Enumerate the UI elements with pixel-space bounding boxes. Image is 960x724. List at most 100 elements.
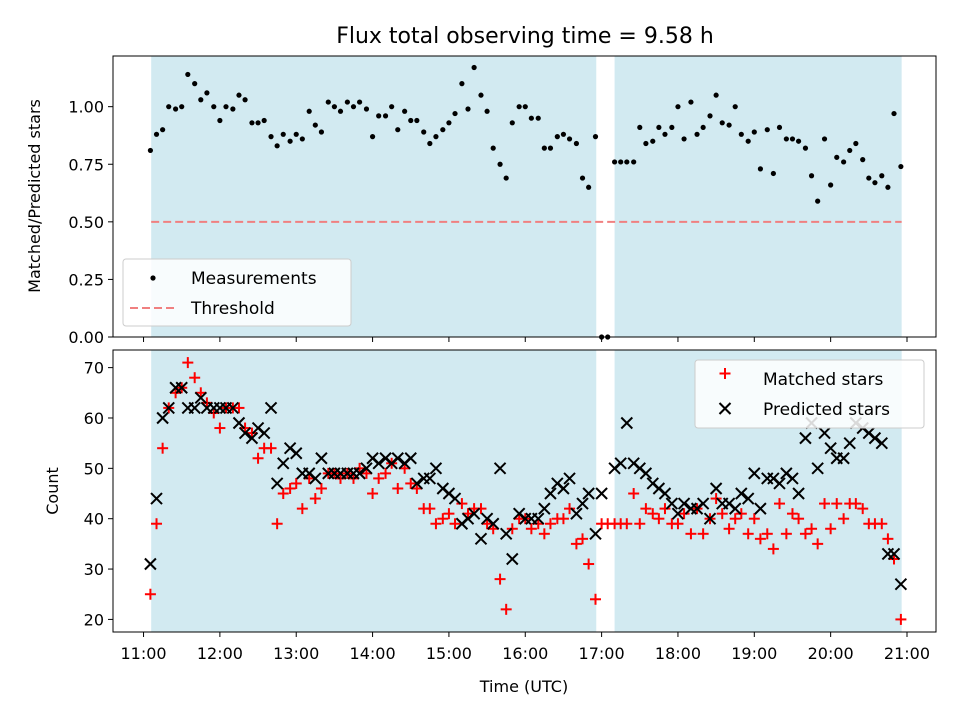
predicted-star-point	[391, 452, 404, 465]
measurement-point	[331, 104, 338, 110]
matched-star-point	[277, 488, 289, 500]
measurement-point	[860, 157, 866, 163]
predicted-marker-b	[391, 452, 404, 465]
predicted-star-point	[614, 457, 627, 470]
count-y-tick-label: 60	[84, 409, 104, 428]
predicted-marker-b	[843, 436, 856, 450]
matched-star-point	[831, 498, 843, 510]
measurement-point	[586, 184, 592, 190]
measurement-point	[802, 145, 809, 151]
measurement-point	[236, 92, 242, 98]
matched-star-point	[456, 498, 468, 510]
predicted-star-point	[843, 436, 856, 450]
predicted-marker-b	[150, 492, 163, 505]
legend-threshold-label: Threshold	[190, 299, 275, 319]
matched-star-point	[309, 493, 321, 505]
predicted-marker-b	[665, 497, 679, 510]
predicted-marker-b	[582, 487, 595, 500]
measurement-point	[808, 173, 815, 179]
predicted-star-point	[423, 472, 437, 485]
measurement-point	[847, 147, 853, 154]
measurement-point	[337, 108, 344, 114]
count-x-ticks: 11:00 12:00 13:00 14:00 15:00 16:00 17:00 18:00…	[120, 632, 930, 663]
measurement-point	[427, 140, 433, 147]
measurement-point	[662, 131, 668, 137]
matched-star-point	[672, 518, 684, 530]
matched-star-point	[380, 467, 392, 479]
predicted-marker-b	[722, 497, 736, 510]
ratio-legend: Measurements Threshold	[122, 258, 352, 327]
predicted-marker-b	[767, 472, 780, 485]
predicted-star-point	[538, 502, 551, 515]
measurement-point	[566, 136, 573, 142]
predicted-marker-b	[837, 452, 850, 465]
measurement-point	[795, 138, 802, 144]
predicted-star-point	[532, 512, 545, 525]
measurement-point	[841, 159, 847, 165]
matched-star-point	[494, 573, 506, 585]
measurement-point	[898, 163, 904, 170]
predicted-marker-b	[646, 477, 659, 490]
predicted-marker-b	[423, 472, 437, 485]
predicted-star-point	[786, 472, 799, 485]
matched-star-point	[876, 518, 888, 530]
ratio-y-tick-label: 0.50	[68, 213, 104, 232]
measurement-point	[560, 131, 567, 137]
predicted-star-point	[595, 487, 608, 500]
measurement-point	[579, 175, 586, 181]
predicted-marker-b	[538, 502, 551, 515]
matched-star-point	[544, 518, 556, 530]
predicted-marker-b	[366, 452, 379, 465]
ratio-axes-frame	[112, 55, 937, 338]
predicted-star-point	[748, 467, 761, 480]
matched-star-point	[449, 518, 461, 530]
predicted-star-point	[238, 426, 252, 440]
predicted-star-point	[671, 507, 685, 520]
predicted-marker-b	[238, 426, 252, 440]
predicted-star-point	[448, 492, 462, 505]
measurement-point	[255, 120, 261, 126]
predicted-star-point	[144, 557, 157, 571]
measurement-point	[726, 122, 732, 128]
measurement-point	[382, 113, 389, 119]
predicted-marker-b	[156, 411, 169, 425]
measurement-point	[789, 136, 796, 142]
matched-star-point	[819, 498, 831, 510]
predicted-marker-b	[410, 477, 424, 490]
measurement-point	[643, 140, 649, 147]
matched-star-point	[424, 503, 436, 515]
matched-star-point	[265, 442, 277, 454]
predicted-marker-b	[493, 462, 507, 475]
measurement-point	[554, 134, 560, 140]
matched-star-point	[157, 442, 169, 454]
measurement-point	[268, 134, 274, 140]
measurement-point	[490, 145, 496, 151]
predicted-star-point	[754, 502, 767, 515]
predicted-marker-b	[741, 492, 755, 505]
measurement-point	[389, 104, 395, 110]
measurement-point	[656, 124, 662, 131]
matched-star-point	[723, 523, 735, 535]
predicted-marker-b	[480, 512, 494, 525]
measurement-point	[853, 140, 859, 147]
predicted-star-point	[875, 436, 889, 450]
matched-star-point	[838, 513, 850, 525]
predicted-marker-b	[232, 416, 246, 430]
measurement-point	[738, 131, 744, 137]
predicted-star-point	[735, 487, 748, 500]
predicted-marker-b	[270, 477, 284, 490]
measurement-points	[147, 64, 904, 340]
matched-star-point	[284, 482, 296, 494]
measurement-point	[280, 131, 286, 137]
measurement-point	[408, 117, 414, 124]
measurement-point	[414, 117, 420, 124]
ratio-y-tick-label: 0.25	[68, 270, 104, 289]
measurement-point	[223, 104, 229, 110]
matched-star-point	[678, 508, 690, 520]
predicted-star-point	[709, 482, 723, 495]
measurement-point	[611, 159, 618, 165]
predicted-marker-b	[639, 467, 653, 480]
ratio-shade-1	[614, 56, 902, 337]
matched-star-point	[590, 593, 602, 605]
predicted-marker-b	[633, 462, 646, 475]
